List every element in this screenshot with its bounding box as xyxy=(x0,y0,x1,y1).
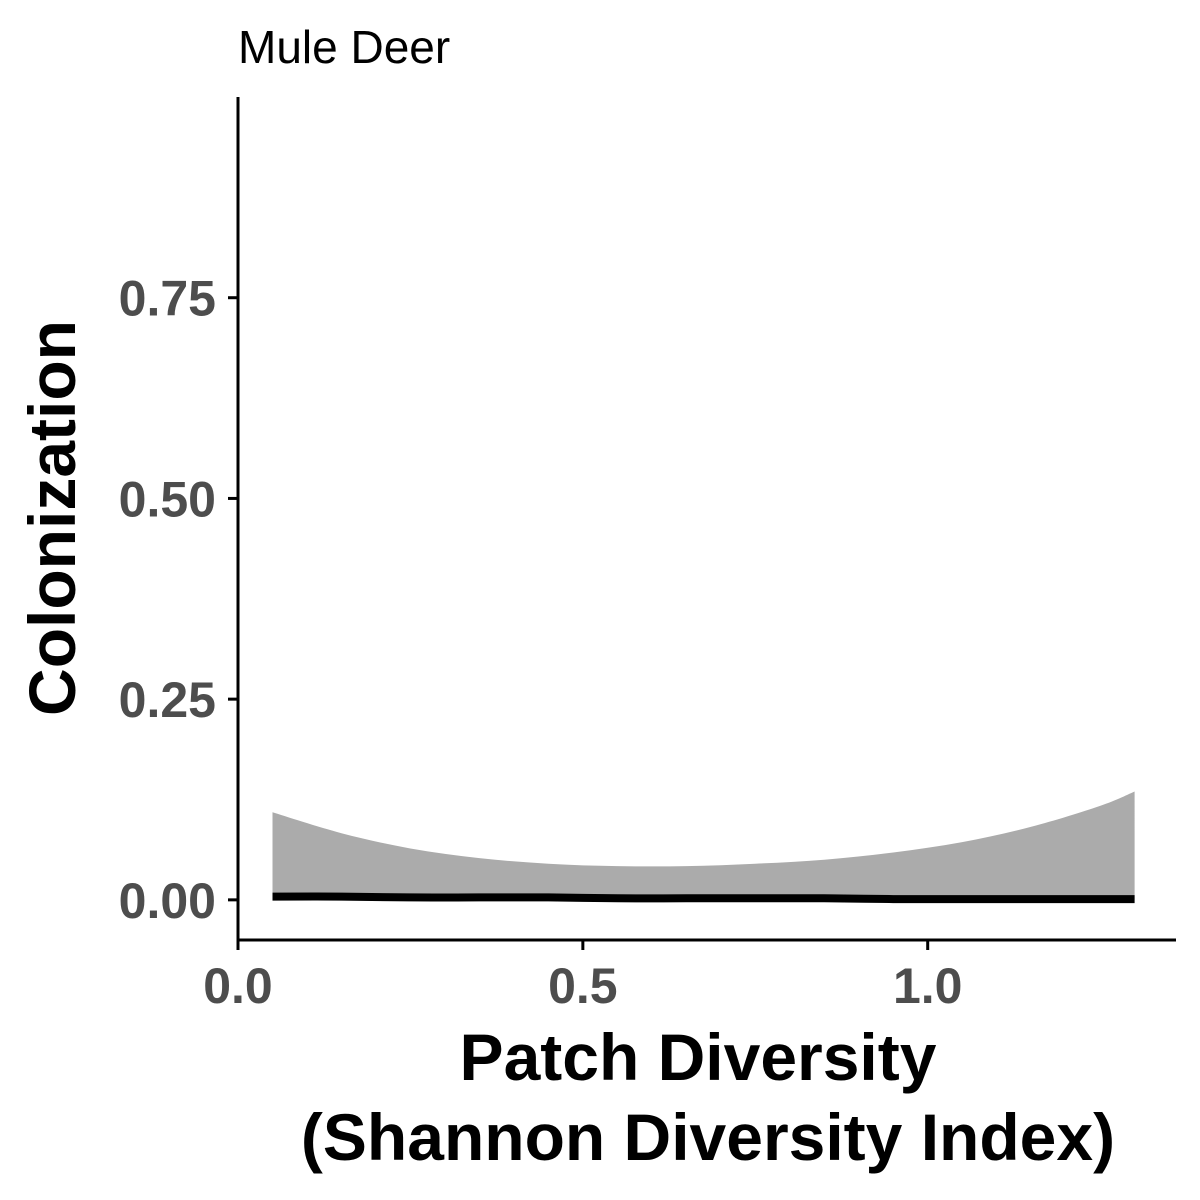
x-tick-label: 0.5 xyxy=(548,958,618,1014)
plot-area xyxy=(272,791,1135,904)
series-line xyxy=(272,892,1135,904)
x-axis-label-line-1: Patch Diversity xyxy=(460,1020,937,1094)
y-tick-label: 0.75 xyxy=(119,271,216,327)
y-axis-ticks: 0.00 0.25 0.50 0.75 xyxy=(119,271,238,929)
y-tick-label: 0.50 xyxy=(119,471,216,527)
y-axis-label: Colonization xyxy=(15,320,89,716)
y-tick-label: 0.00 xyxy=(119,873,216,929)
chart-title: Mule Deer xyxy=(238,21,450,73)
x-tick-label: 0.0 xyxy=(203,958,273,1014)
y-tick-label: 0.25 xyxy=(119,672,216,728)
x-axis-ticks: 0.0 0.5 1.0 xyxy=(203,940,962,1014)
confidence-ribbon xyxy=(272,791,1135,900)
x-tick-label: 1.0 xyxy=(893,958,963,1014)
x-axis-label-line-2: (Shannon Diversity Index) xyxy=(301,1100,1115,1174)
